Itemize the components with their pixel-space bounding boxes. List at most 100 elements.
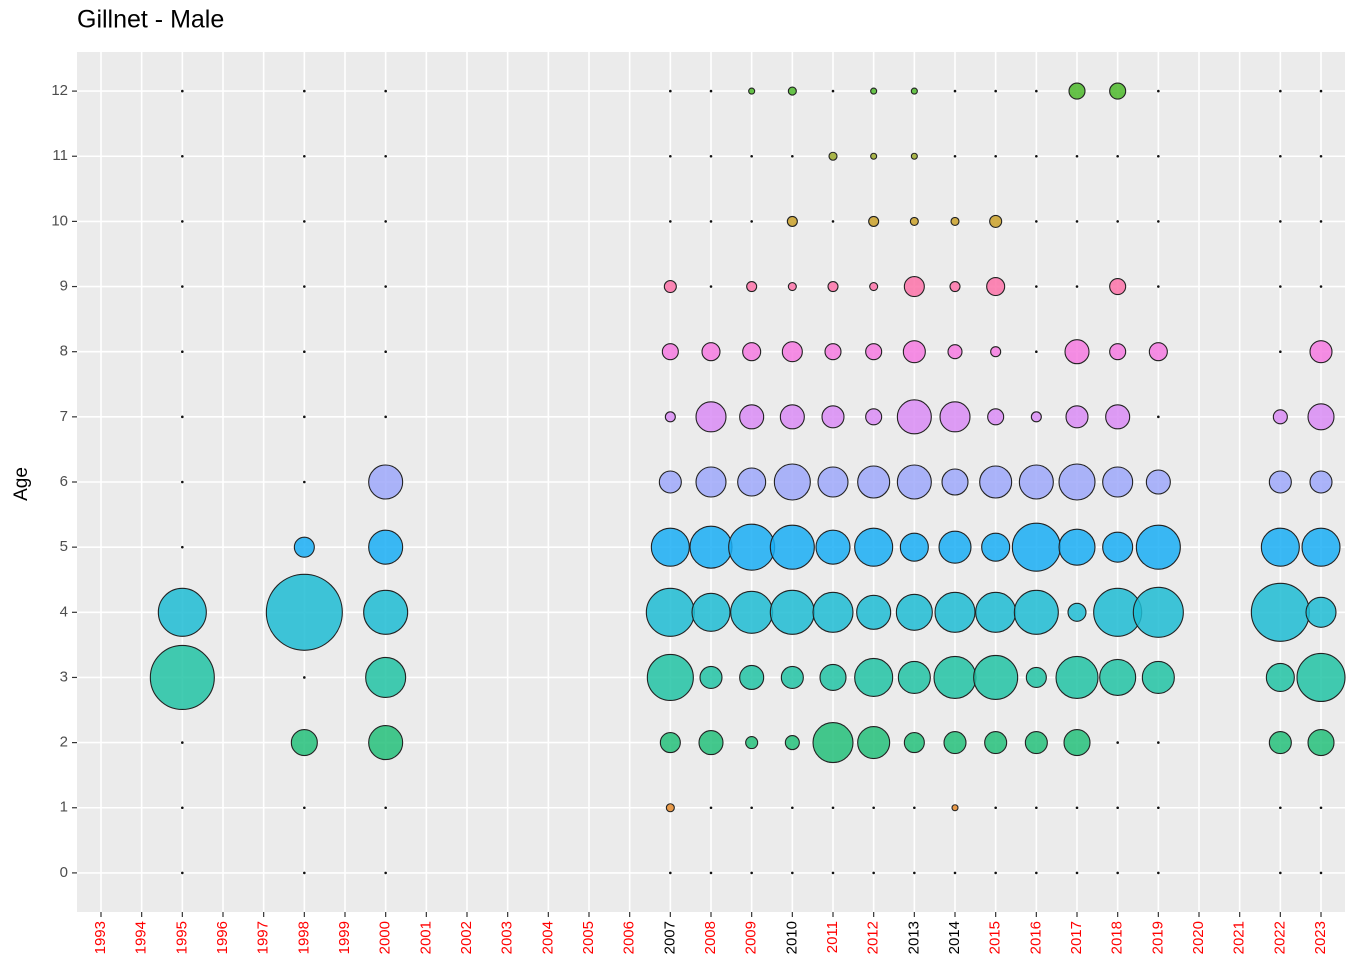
bubble (868, 215, 880, 227)
bubble (1265, 662, 1295, 693)
bubble (709, 871, 713, 875)
bubble (1011, 522, 1061, 572)
bubble (854, 527, 894, 567)
bubble (1105, 404, 1131, 430)
bubble (812, 722, 854, 764)
bubble (181, 89, 184, 93)
bubble (1035, 806, 1038, 810)
bubble (384, 220, 387, 223)
bubble (973, 654, 1019, 701)
bubble (1279, 350, 1282, 353)
bubble (897, 660, 931, 695)
bubble (1157, 154, 1160, 158)
bubble (1135, 524, 1181, 570)
bubble (1319, 806, 1323, 810)
bubble (669, 89, 672, 93)
bubble (870, 87, 878, 95)
bubble (812, 591, 854, 633)
bubble (870, 152, 878, 160)
y-tick-label: 8 (60, 343, 68, 360)
x-tick-label: 2000 (377, 921, 394, 954)
bubble (1109, 343, 1127, 361)
bubble (669, 871, 672, 875)
bubble (1116, 871, 1119, 875)
x-tick-label: 2010 (783, 921, 800, 954)
bubble (1319, 871, 1323, 875)
bubble (365, 656, 407, 699)
bubble (975, 591, 1017, 633)
bubble (730, 590, 774, 634)
bubble (1279, 806, 1282, 810)
bubble (895, 593, 933, 631)
bubble (368, 464, 404, 500)
y-tick-label: 0 (60, 864, 68, 881)
bubble (784, 735, 800, 751)
bubble (709, 806, 713, 810)
x-tick-label: 2006 (621, 921, 638, 954)
bubble (303, 480, 306, 484)
bubble (303, 806, 306, 810)
bubble (831, 806, 835, 810)
bubble (303, 89, 306, 93)
bubble (384, 154, 387, 158)
bubble (1319, 220, 1323, 223)
bubble (1024, 731, 1048, 755)
bubble (994, 871, 997, 875)
bubble (984, 731, 1008, 755)
bubble (938, 530, 972, 564)
bubble (951, 804, 959, 812)
bubble (689, 525, 733, 569)
x-tick-label: 2001 (417, 921, 434, 954)
bubble (1102, 466, 1134, 498)
bubble (303, 676, 306, 679)
bubble (902, 340, 926, 364)
bubble (181, 285, 184, 288)
bubble (748, 87, 756, 95)
x-tick-label: 2017 (1068, 921, 1085, 954)
bubble (989, 214, 1003, 228)
bubble (903, 732, 925, 754)
bubble (979, 465, 1013, 499)
bubble (303, 871, 306, 875)
y-tick-label: 11 (52, 147, 68, 164)
bubble (750, 220, 753, 223)
bubble (384, 89, 387, 93)
bubble (384, 350, 387, 353)
bubble (819, 663, 847, 692)
x-tick-label: 2007 (661, 921, 678, 954)
bubble (865, 408, 883, 426)
bubble (1250, 582, 1310, 642)
x-tick-label: 1999 (336, 921, 353, 954)
bubble (1148, 342, 1168, 362)
x-tick-label: 2013 (905, 921, 922, 954)
bubble (780, 665, 804, 690)
bubble (769, 589, 815, 635)
bubble (650, 527, 690, 567)
bubble (1157, 806, 1160, 810)
bubble (1268, 731, 1292, 755)
bubble (750, 871, 753, 875)
bubble (1035, 89, 1038, 93)
bubble (872, 871, 875, 875)
x-tick-label: 2020 (1190, 921, 1207, 954)
bubble (903, 275, 925, 298)
bubble (1279, 220, 1282, 223)
bubble (947, 344, 963, 360)
x-tick-label: 1997 (255, 921, 272, 954)
bubble (739, 404, 765, 430)
bubble (1279, 89, 1282, 93)
bubble (384, 806, 387, 810)
x-tick-label: 2012 (865, 921, 882, 954)
y-tick-label: 6 (60, 473, 68, 490)
y-axis-label: Age (11, 467, 32, 501)
bubble (368, 529, 404, 565)
y-tick-label: 10 (51, 212, 68, 229)
bubble (384, 415, 387, 419)
x-tick-label: 2021 (1231, 921, 1248, 954)
bubble (1035, 871, 1038, 875)
bubble (1157, 89, 1160, 93)
x-tick-label: 2011 (824, 921, 841, 953)
bubble (181, 220, 184, 223)
bubble (791, 871, 794, 875)
bubble (661, 343, 679, 361)
